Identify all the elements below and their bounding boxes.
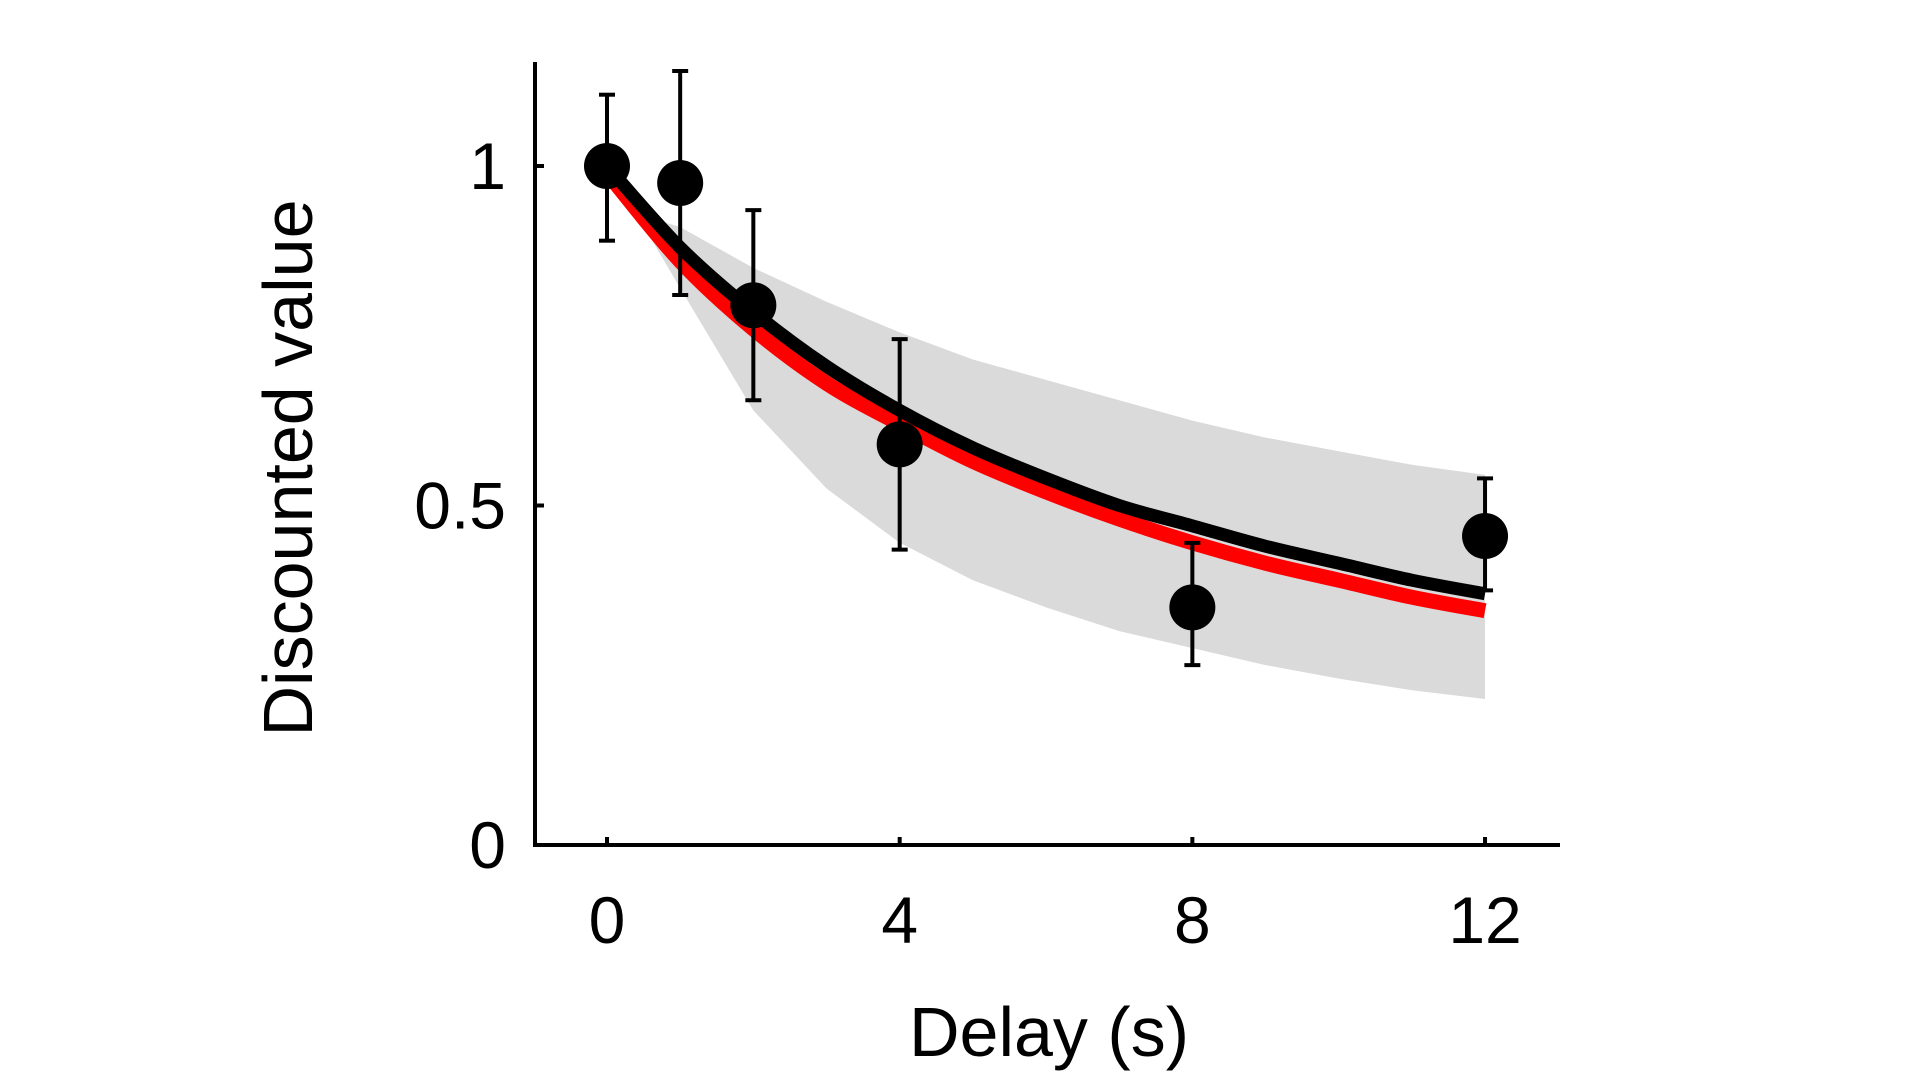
x-ticks [605, 837, 1488, 845]
x-tick-labels: 0 4 8 12 [589, 883, 1522, 957]
data-point [1169, 584, 1216, 631]
data-point [584, 143, 630, 189]
data-point [876, 421, 923, 468]
plot-area [584, 68, 1509, 699]
y-tick-label: 0.5 [414, 469, 506, 543]
x-tick-label: 12 [1448, 883, 1521, 957]
axes: 0 4 8 12 00.51 [414, 62, 1560, 957]
y-ticks [535, 164, 544, 847]
y-axis-label: Discounted value [249, 200, 327, 737]
y-tick-labels: 00.51 [414, 129, 506, 882]
x-axis-label: Delay (s) [909, 993, 1189, 1071]
data-point [657, 159, 704, 206]
data-points [584, 143, 1509, 631]
data-point [1462, 513, 1509, 560]
x-tick-label: 4 [881, 883, 918, 957]
x-tick-label: 8 [1174, 883, 1211, 957]
y-tick-label: 0 [469, 808, 506, 882]
confidence-band [636, 213, 1485, 699]
y-tick-label: 1 [469, 129, 506, 203]
data-point [730, 282, 777, 329]
x-tick-label: 0 [589, 883, 626, 957]
